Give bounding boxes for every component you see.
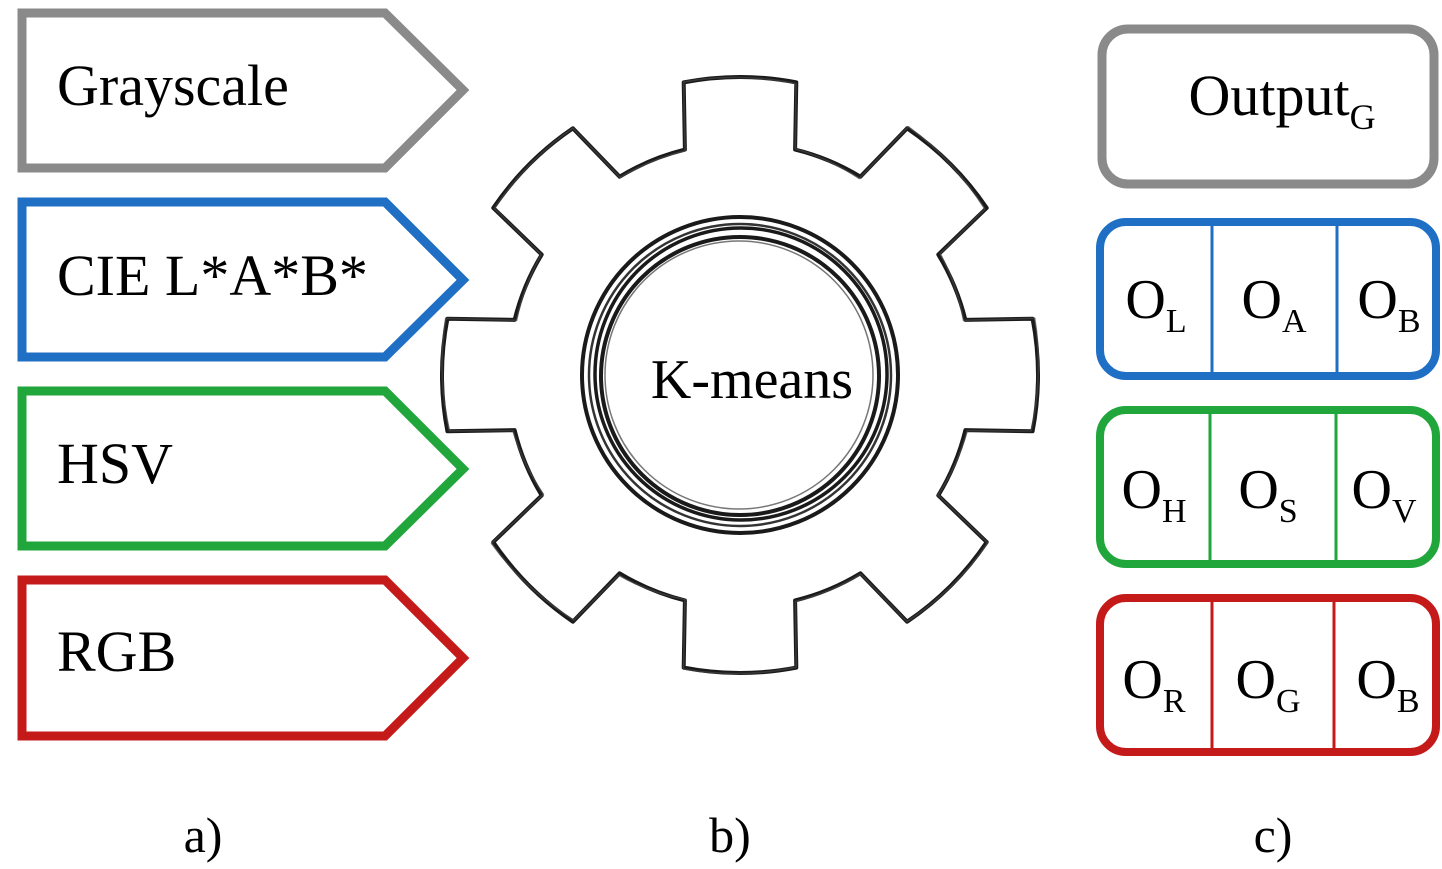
- output-subscript: L: [1166, 303, 1187, 340]
- panel-label-b: b): [709, 807, 751, 863]
- output-cell-b: OB: [1357, 269, 1420, 340]
- output-box-frame: [1096, 218, 1440, 380]
- panel-label-c: c): [1254, 807, 1293, 863]
- output-box-grayscale: OutputG: [1097, 24, 1439, 189]
- output-base: O: [1238, 459, 1278, 521]
- input-label-cielab: CIE L*A*B*: [57, 243, 368, 308]
- output-cell-s: OS: [1238, 459, 1297, 530]
- output-cell-b: OB: [1356, 649, 1419, 720]
- output-base: Output: [1188, 63, 1349, 128]
- gear-ring-mid2: [593, 226, 889, 522]
- output-base: O: [1125, 269, 1165, 331]
- input-arrow-shape: [17, 8, 470, 173]
- output-base: O: [1122, 649, 1162, 711]
- output-cell-h: OH: [1121, 459, 1186, 530]
- engine-label: K-means: [651, 349, 853, 411]
- output-cell-l: OL: [1125, 269, 1186, 340]
- input-arrow-hsv: HSV: [17, 386, 470, 551]
- output-cell-r: OR: [1122, 649, 1185, 720]
- output-cell-a: OA: [1241, 269, 1306, 340]
- gear-outline-sketch: [441, 76, 1040, 675]
- output-boxes: OutputG OL OA OB OH OS OV OR OG OB: [1096, 24, 1440, 756]
- output-box-frame: [1096, 406, 1440, 568]
- input-label-hsv: HSV: [57, 431, 173, 496]
- input-arrow-grayscale: Grayscale: [17, 8, 470, 173]
- output-base: O: [1351, 459, 1391, 521]
- output-box-cielab: OL OA OB: [1096, 218, 1440, 380]
- output-base: O: [1121, 459, 1161, 521]
- output-subscript: B: [1398, 303, 1421, 340]
- output-base: O: [1357, 269, 1397, 331]
- gear-ring-sketch: [604, 240, 874, 510]
- output-box-frame: [1097, 24, 1439, 189]
- output-subscript: G: [1350, 97, 1376, 137]
- panel-label-a: a): [184, 807, 223, 863]
- gear-ring-mid: [587, 222, 893, 528]
- input-arrow-shape: [17, 386, 470, 551]
- output-subscript: S: [1279, 493, 1298, 530]
- output-cell-g: OG: [1235, 649, 1300, 720]
- input-arrows: Grayscale CIE L*A*B* HSV RGB: [17, 8, 470, 741]
- input-arrow-cielab: CIE L*A*B*: [17, 197, 470, 362]
- input-label-rgb: RGB: [57, 619, 176, 684]
- gear-icon: K-means: [440, 75, 1040, 675]
- input-label-grayscale: Grayscale: [57, 53, 289, 118]
- gear-ring-inner: [599, 235, 881, 517]
- output-subscript: B: [1397, 683, 1420, 720]
- output-cell-v: OV: [1351, 459, 1416, 530]
- output-box-hsv: OH OS OV: [1096, 406, 1440, 568]
- output-base: O: [1356, 649, 1396, 711]
- output-box-frame: [1096, 594, 1440, 756]
- input-arrow-shape: [17, 575, 470, 741]
- output-base: O: [1241, 269, 1281, 331]
- output-subscript: A: [1282, 303, 1307, 340]
- panel-labels: a) b) c): [184, 807, 1293, 863]
- output-subscript: V: [1392, 493, 1417, 530]
- output-label-grayscale: OutputG: [1188, 63, 1375, 137]
- output-base: O: [1235, 649, 1275, 711]
- output-box-rgb: OR OG OB: [1096, 594, 1440, 756]
- output-subscript: G: [1276, 683, 1301, 720]
- input-arrow-rgb: RGB: [17, 575, 470, 741]
- output-subscript: R: [1163, 683, 1186, 720]
- gear-ring-outer: [580, 215, 900, 535]
- output-subscript: H: [1162, 493, 1187, 530]
- input-arrow-shape: [17, 197, 470, 362]
